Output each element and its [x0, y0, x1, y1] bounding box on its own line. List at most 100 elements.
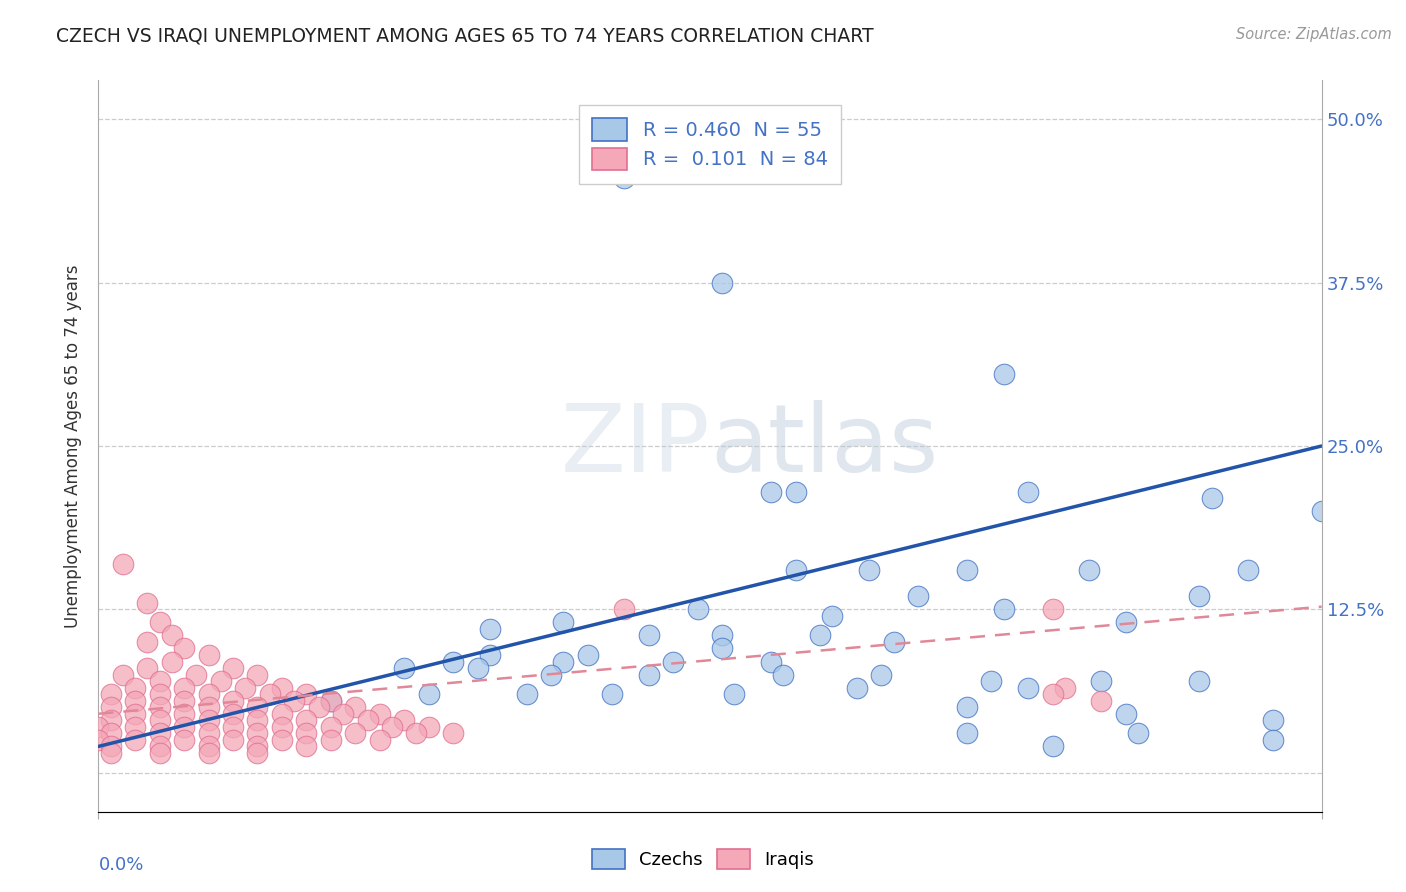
Point [197, 714, 219, 728]
Point [637, 628, 661, 642]
Point [821, 608, 844, 623]
Point [124, 694, 146, 708]
Point [711, 628, 734, 642]
Point [576, 648, 599, 662]
Point [197, 746, 219, 760]
Point [259, 687, 281, 701]
Point [1042, 739, 1064, 754]
Point [883, 635, 905, 649]
Text: 0.0%: 0.0% [98, 855, 143, 873]
Point [246, 739, 269, 754]
Point [124, 681, 146, 695]
Point [87, 732, 110, 747]
Point [1237, 563, 1260, 577]
Point [1128, 726, 1150, 740]
Text: ZIP: ZIP [561, 400, 710, 492]
Point [197, 739, 219, 754]
Point [100, 746, 122, 760]
Point [100, 726, 122, 740]
Text: Source: ZipAtlas.com: Source: ZipAtlas.com [1236, 27, 1392, 42]
Point [295, 687, 318, 701]
Point [478, 648, 501, 662]
Point [723, 687, 745, 701]
Point [173, 720, 195, 734]
Point [368, 706, 391, 721]
Point [662, 655, 685, 669]
Point [173, 706, 195, 721]
Point [956, 726, 979, 740]
Point [295, 726, 318, 740]
Point [111, 557, 134, 571]
Point [1188, 674, 1211, 689]
Point [100, 739, 122, 754]
Point [136, 596, 159, 610]
Point [1310, 504, 1333, 518]
Point [197, 726, 219, 740]
Point [319, 720, 342, 734]
Point [785, 484, 807, 499]
Point [870, 667, 893, 681]
Point [993, 602, 1015, 616]
Point [222, 720, 245, 734]
Point [246, 746, 269, 760]
Point [332, 706, 354, 721]
Point [1053, 681, 1076, 695]
Point [149, 714, 172, 728]
Point [124, 720, 146, 734]
Point [100, 687, 122, 701]
Point [1017, 484, 1039, 499]
Point [956, 700, 979, 714]
Point [600, 687, 623, 701]
Point [246, 700, 269, 714]
Legend: Czechs, Iraqis: Czechs, Iraqis [583, 839, 823, 879]
Y-axis label: Unemployment Among Ages 65 to 74 years: Unemployment Among Ages 65 to 74 years [65, 264, 83, 628]
Text: atlas: atlas [710, 400, 938, 492]
Point [858, 563, 880, 577]
Point [418, 720, 440, 734]
Point [772, 667, 794, 681]
Point [197, 648, 219, 662]
Point [149, 700, 172, 714]
Point [344, 726, 367, 740]
Point [1261, 714, 1284, 728]
Point [295, 714, 318, 728]
Point [149, 674, 172, 689]
Point [761, 655, 783, 669]
Point [270, 681, 294, 695]
Point [553, 655, 575, 669]
Point [197, 687, 219, 701]
Point [173, 694, 195, 708]
Point [711, 276, 734, 290]
Point [553, 615, 575, 630]
Point [283, 694, 305, 708]
Point [515, 687, 537, 701]
Point [160, 628, 183, 642]
Point [344, 700, 367, 714]
Point [124, 732, 146, 747]
Point [845, 681, 868, 695]
Point [319, 694, 342, 708]
Point [1115, 706, 1137, 721]
Point [808, 628, 831, 642]
Point [160, 655, 183, 669]
Point [173, 732, 195, 747]
Point [149, 687, 172, 701]
Point [478, 622, 501, 636]
Point [209, 674, 232, 689]
Point [111, 667, 134, 681]
Point [1090, 694, 1112, 708]
Point [1090, 674, 1112, 689]
Point [308, 700, 330, 714]
Point [1017, 681, 1039, 695]
Point [392, 661, 416, 675]
Point [136, 661, 159, 675]
Point [222, 732, 245, 747]
Point [711, 641, 734, 656]
Point [149, 726, 172, 740]
Point [907, 589, 929, 603]
Point [368, 732, 391, 747]
Point [1042, 602, 1064, 616]
Point [441, 655, 464, 669]
Point [87, 720, 110, 734]
Point [222, 661, 245, 675]
